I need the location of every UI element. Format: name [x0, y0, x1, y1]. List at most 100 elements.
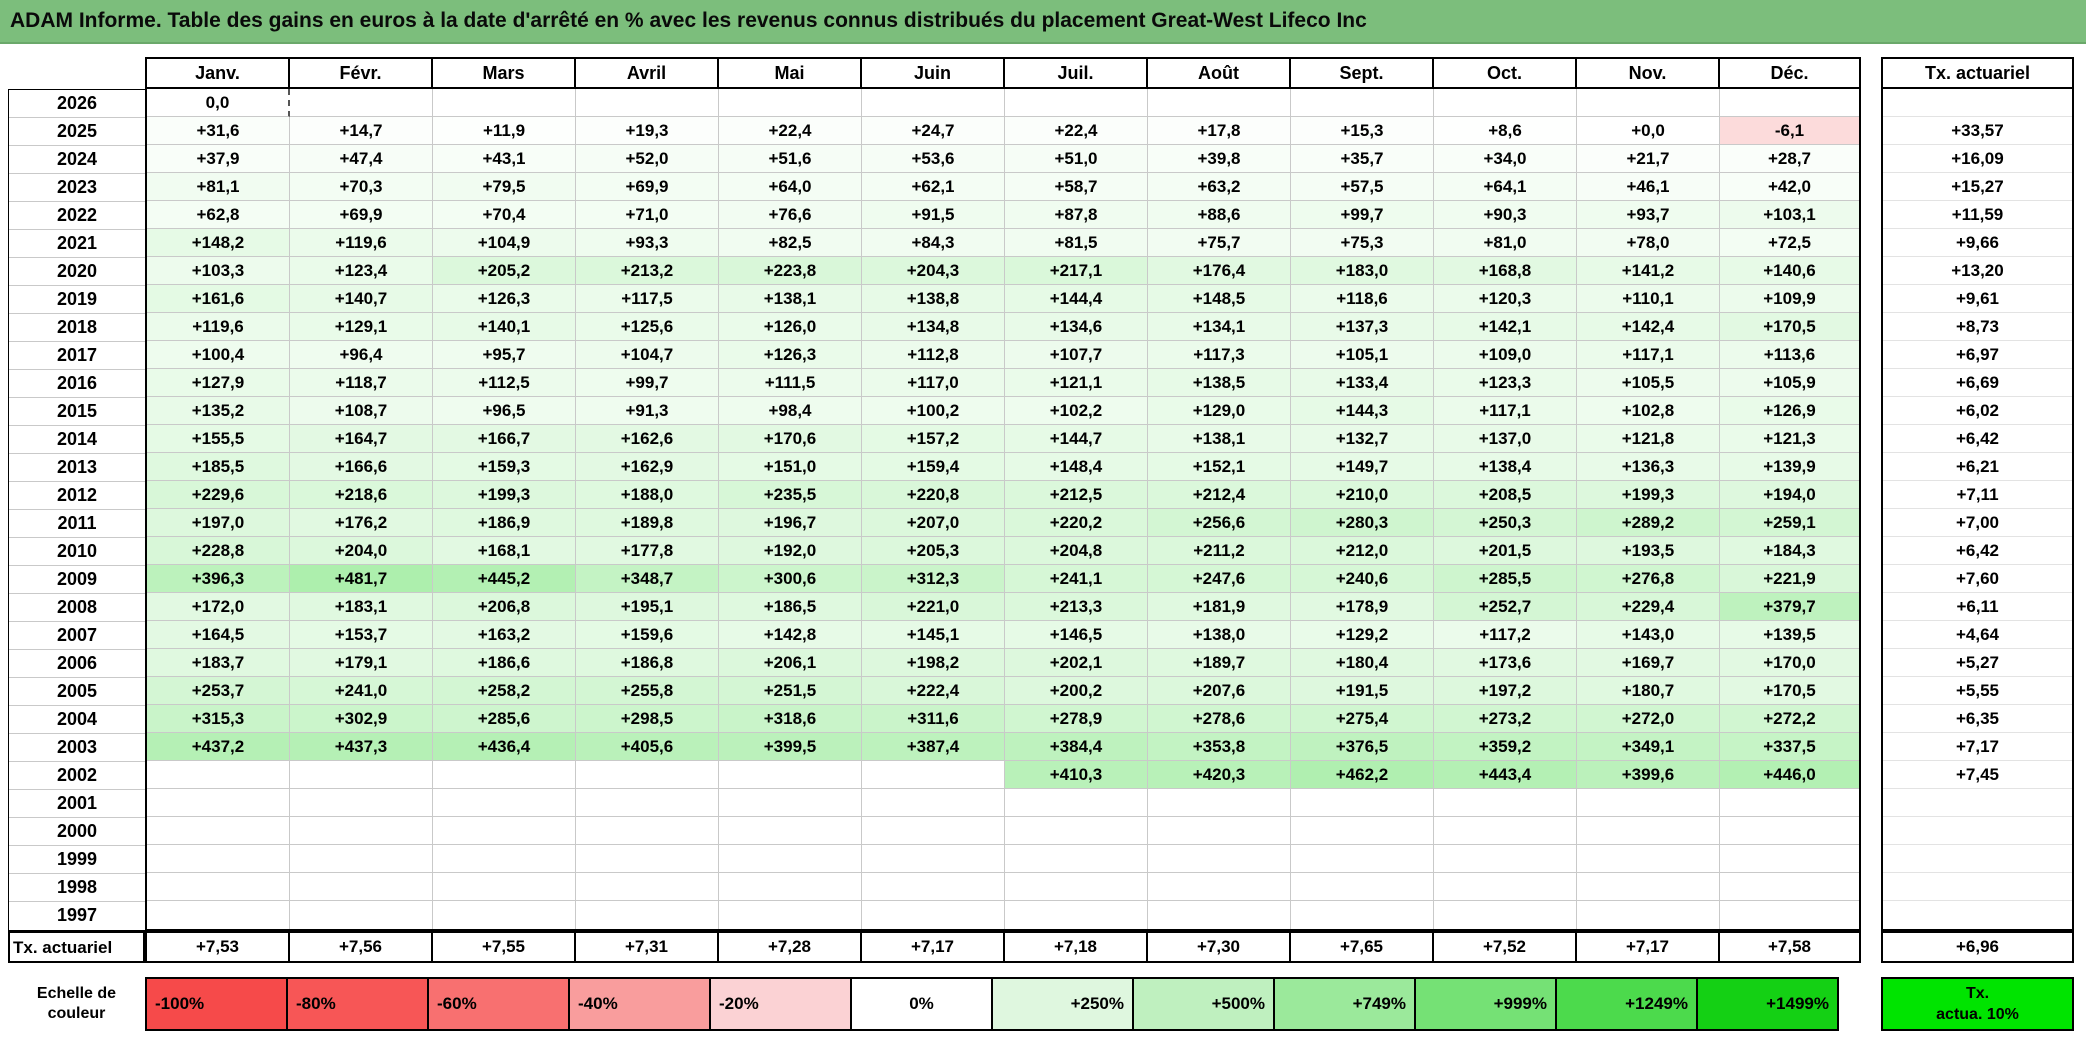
gain-cell[interactable]: [433, 845, 576, 873]
year-label[interactable]: 2025: [9, 118, 145, 146]
year-label[interactable]: 2021: [9, 230, 145, 258]
year-label[interactable]: 2002: [9, 762, 145, 790]
gain-cell[interactable]: +133,4: [1291, 369, 1434, 397]
gain-cell[interactable]: +121,8: [1577, 425, 1720, 453]
gain-cell[interactable]: +186,8: [576, 649, 719, 677]
gain-cell[interactable]: +155,5: [147, 425, 290, 453]
gain-cell[interactable]: +99,7: [1291, 201, 1434, 229]
gain-cell[interactable]: -6,1: [1720, 117, 1859, 145]
gain-cell[interactable]: +120,3: [1434, 285, 1577, 313]
gain-cell[interactable]: +138,1: [1148, 425, 1291, 453]
year-label[interactable]: 2011: [9, 510, 145, 538]
actuarial-rate-cell[interactable]: +4,64: [1883, 621, 2072, 649]
gain-cell[interactable]: +119,6: [147, 313, 290, 341]
gain-cell[interactable]: +396,3: [147, 565, 290, 593]
gain-cell[interactable]: +70,3: [290, 173, 433, 201]
year-label[interactable]: 2014: [9, 426, 145, 454]
gain-cell[interactable]: +11,9: [433, 117, 576, 145]
gain-cell[interactable]: +399,6: [1577, 761, 1720, 789]
gain-cell[interactable]: +188,0: [576, 481, 719, 509]
gain-cell[interactable]: +184,3: [1720, 537, 1859, 565]
gain-cell[interactable]: +72,5: [1720, 229, 1859, 257]
gain-cell[interactable]: +95,7: [433, 341, 576, 369]
gain-cell[interactable]: +206,8: [433, 593, 576, 621]
gain-cell[interactable]: +81,5: [1005, 229, 1148, 257]
gain-cell[interactable]: +318,6: [719, 705, 862, 733]
gain-cell[interactable]: +200,2: [1005, 677, 1148, 705]
gain-cell[interactable]: +193,5: [1577, 537, 1720, 565]
gain-cell[interactable]: +8,6: [1434, 117, 1577, 145]
gain-cell[interactable]: +258,2: [433, 677, 576, 705]
gain-cell[interactable]: +247,6: [1148, 565, 1291, 593]
actuarial-rate-cell[interactable]: +16,09: [1883, 145, 2072, 173]
gain-cell[interactable]: +132,7: [1291, 425, 1434, 453]
footer-rate-cell[interactable]: +7,17: [1577, 933, 1720, 961]
gain-cell[interactable]: [147, 873, 290, 901]
gain-cell[interactable]: +206,1: [719, 649, 862, 677]
gain-cell[interactable]: +79,5: [433, 173, 576, 201]
year-label[interactable]: 2019: [9, 286, 145, 314]
gain-cell[interactable]: +205,2: [433, 257, 576, 285]
gain-cell[interactable]: [862, 761, 1005, 789]
gain-cell[interactable]: [1005, 817, 1148, 845]
actuarial-rate-cell[interactable]: +6,21: [1883, 453, 2072, 481]
gain-cell[interactable]: +220,2: [1005, 509, 1148, 537]
gain-cell[interactable]: [147, 789, 290, 817]
gain-cell[interactable]: +179,1: [290, 649, 433, 677]
gain-cell[interactable]: +481,7: [290, 565, 433, 593]
gain-cell[interactable]: [862, 817, 1005, 845]
gain-cell[interactable]: +359,2: [1434, 733, 1577, 761]
gain-cell[interactable]: +166,6: [290, 453, 433, 481]
gain-cell[interactable]: +208,5: [1434, 481, 1577, 509]
gain-cell[interactable]: +300,6: [719, 565, 862, 593]
actuarial-rate-cell[interactable]: +6,02: [1883, 397, 2072, 425]
gain-cell[interactable]: +278,6: [1148, 705, 1291, 733]
gain-cell[interactable]: +81,1: [147, 173, 290, 201]
actuarial-rate-total-cell[interactable]: +6,96: [1881, 931, 2074, 963]
gain-cell[interactable]: +196,7: [719, 509, 862, 537]
gain-cell[interactable]: +135,2: [147, 397, 290, 425]
gain-cell[interactable]: +141,2: [1577, 257, 1720, 285]
gain-cell[interactable]: +173,6: [1434, 649, 1577, 677]
gain-cell[interactable]: +212,4: [1148, 481, 1291, 509]
gain-cell[interactable]: +53,6: [862, 145, 1005, 173]
legend-stop-cell[interactable]: +500%: [1132, 977, 1275, 1031]
month-header-cell[interactable]: Févr.: [290, 59, 433, 87]
gain-cell[interactable]: +162,9: [576, 453, 719, 481]
gain-cell[interactable]: +280,3: [1291, 509, 1434, 537]
actuarial-rate-cell[interactable]: +33,57: [1883, 117, 2072, 145]
footer-rate-cell[interactable]: +7,53: [147, 933, 290, 961]
month-header-cell[interactable]: Juil.: [1005, 59, 1148, 87]
gain-cell[interactable]: [1434, 901, 1577, 929]
gain-cell[interactable]: +87,8: [1005, 201, 1148, 229]
actuarial-rate-cell[interactable]: +6,42: [1883, 537, 2072, 565]
gain-cell[interactable]: +420,3: [1148, 761, 1291, 789]
gain-cell[interactable]: +57,5: [1291, 173, 1434, 201]
gain-cell[interactable]: +0,0: [1577, 117, 1720, 145]
gain-cell[interactable]: [1148, 789, 1291, 817]
gain-cell[interactable]: +15,3: [1291, 117, 1434, 145]
gain-cell[interactable]: +376,5: [1291, 733, 1434, 761]
gain-cell[interactable]: +104,7: [576, 341, 719, 369]
gain-cell[interactable]: +235,5: [719, 481, 862, 509]
gain-cell[interactable]: +126,0: [719, 313, 862, 341]
gain-cell[interactable]: +199,3: [1577, 481, 1720, 509]
gain-cell[interactable]: [1577, 845, 1720, 873]
gain-cell[interactable]: +212,5: [1005, 481, 1148, 509]
gain-cell[interactable]: [719, 817, 862, 845]
gain-cell[interactable]: +113,6: [1720, 341, 1859, 369]
actuarial-rate-cell[interactable]: +13,20: [1883, 257, 2072, 285]
gain-cell[interactable]: +62,8: [147, 201, 290, 229]
gain-cell[interactable]: +177,8: [576, 537, 719, 565]
gain-cell[interactable]: +127,9: [147, 369, 290, 397]
gain-cell[interactable]: +139,9: [1720, 453, 1859, 481]
gain-cell[interactable]: [576, 89, 719, 117]
gain-cell[interactable]: +212,0: [1291, 537, 1434, 565]
gain-cell[interactable]: +170,5: [1720, 313, 1859, 341]
gain-cell[interactable]: [576, 873, 719, 901]
gain-cell[interactable]: +201,5: [1434, 537, 1577, 565]
year-label[interactable]: 2026: [9, 90, 145, 118]
gain-cell[interactable]: +134,1: [1148, 313, 1291, 341]
gain-cell[interactable]: +207,6: [1148, 677, 1291, 705]
gain-cell[interactable]: +37,9: [147, 145, 290, 173]
